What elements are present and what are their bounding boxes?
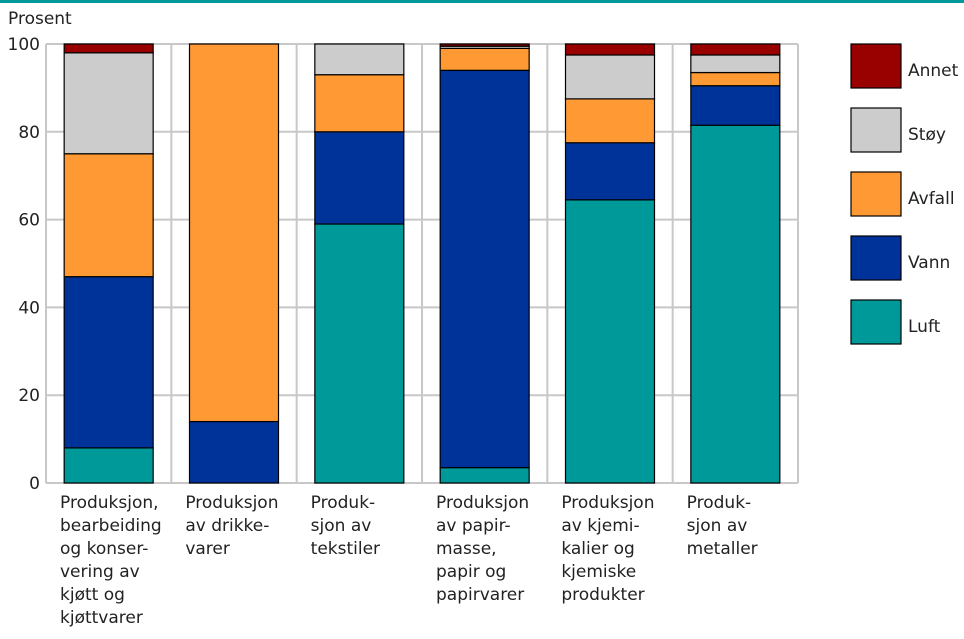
legend: Annet Støy Avfall Vann Luft	[850, 43, 959, 345]
x-tick-label-4-2: kalier og	[561, 539, 634, 559]
bar-segment-vann-1	[188, 420, 280, 484]
bar-segment-støy-4	[564, 54, 656, 100]
x-category-labels: Produksjon, bearbeiding og konser-vering a…	[60, 493, 758, 628]
legend-label-vann: Vann	[908, 253, 950, 273]
bar-segment-støy-2	[314, 43, 405, 76]
x-tick-label-5-0: Produk-	[687, 493, 752, 513]
bar-segment-luft-2	[314, 223, 405, 484]
top-accent-rule	[0, 0, 964, 3]
x-tick-label-0-4: kjøtt og	[60, 585, 125, 605]
bar-segment-luft-4	[564, 199, 656, 484]
bar-segment-avfall-0	[63, 153, 154, 278]
bar-segment-annet-0	[63, 43, 154, 54]
legend-swatch-avfall	[850, 171, 902, 217]
y-tick-label-0: 0	[29, 474, 40, 494]
bars	[63, 43, 781, 484]
x-tick-label-0-2: og konser-	[60, 539, 148, 559]
bar-segment-avfall-3	[439, 47, 530, 71]
bar-segment-vann-4	[564, 142, 656, 201]
x-tick-label-3-3: papir og	[436, 562, 506, 582]
bar-segment-avfall-4	[564, 98, 656, 144]
y-tick-label-60: 60	[18, 211, 40, 231]
x-tick-label-1-2: varer	[185, 539, 230, 559]
x-tick-label-2-2: tekstiler	[311, 539, 380, 559]
bar-segment-annet-4	[564, 43, 656, 56]
x-tick-label-4-4: produkter	[561, 585, 644, 605]
bar-segment-vann-5	[690, 85, 781, 126]
bar-segment-avfall-2	[314, 74, 405, 133]
x-tick-label-0-1: bearbeiding	[60, 516, 162, 536]
gridlines	[45, 43, 799, 484]
x-tick-label-4-3: kjemiske	[561, 562, 636, 582]
legend-swatch-vann	[850, 235, 902, 281]
bar-segment-avfall-1	[188, 43, 280, 423]
x-tick-label-2-0: Produk-	[311, 493, 376, 513]
legend-label-avfall: Avfall	[908, 189, 955, 209]
legend-swatch-støy	[850, 107, 902, 153]
x-tick-label-3-1: av papir-	[436, 516, 511, 536]
y-axis-label: Prosent	[8, 9, 72, 29]
legend-swatch-annet	[850, 43, 902, 89]
x-tick-label-4-1: av kjemi-	[561, 516, 639, 536]
y-tick-label-80: 80	[18, 123, 40, 143]
x-tick-label-5-1: sjon av	[687, 516, 748, 536]
y-tick-label-40: 40	[18, 298, 40, 318]
y-tick-labels: 0 20 40 60 80 100	[8, 35, 40, 494]
legend-label-støy: Støy	[908, 125, 946, 145]
x-tick-label-5-2: metaller	[687, 539, 758, 559]
x-tick-label-3-4: papirvarer	[436, 585, 524, 605]
x-tick-label-0-5: kjøttvarer	[60, 608, 143, 628]
bar-segment-luft-5	[690, 124, 781, 484]
bar-segment-støy-5	[690, 54, 781, 74]
legend-label-luft: Luft	[908, 317, 941, 337]
x-tick-label-3-0: Produksjon	[436, 493, 529, 513]
x-tick-label-0-0: Produksjon,	[60, 493, 159, 513]
bar-segment-luft-0	[63, 447, 154, 484]
x-tick-label-2-1: sjon av	[311, 516, 372, 536]
legend-label-annet: Annet	[908, 61, 959, 81]
x-tick-label-4-0: Produksjon	[561, 493, 654, 513]
legend-swatch-luft	[850, 299, 902, 345]
y-tick-label-20: 20	[18, 386, 40, 406]
x-tick-label-0-3: vering av	[60, 562, 140, 582]
bar-segment-støy-0	[63, 52, 154, 155]
bar-segment-annet-3	[439, 43, 530, 47]
bar-segment-avfall-5	[690, 71, 781, 87]
x-tick-label-1-0: Produksjon	[185, 493, 278, 513]
bar-segment-vann-2	[314, 131, 405, 225]
bar-segment-luft-3	[439, 467, 530, 484]
x-tick-label-1-1: av drikke-	[185, 516, 269, 536]
y-tick-label-100: 100	[8, 35, 40, 55]
bar-segment-vann-0	[63, 276, 154, 449]
bar-segment-vann-3	[439, 69, 530, 469]
bar-segment-annet-5	[690, 43, 781, 56]
x-tick-label-3-2: masse,	[436, 539, 497, 559]
